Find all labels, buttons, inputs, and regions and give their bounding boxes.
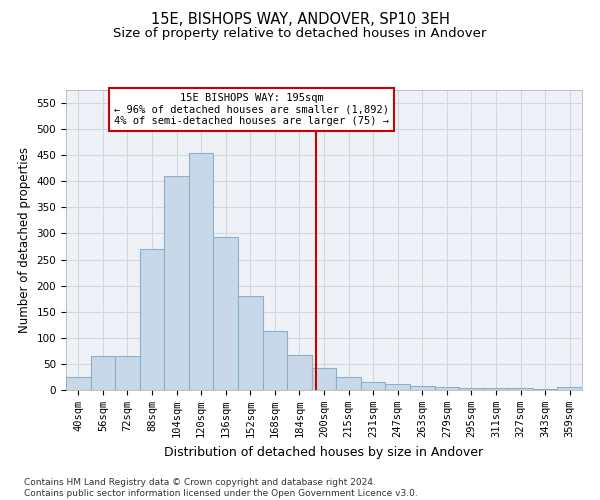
Y-axis label: Number of detached properties: Number of detached properties bbox=[18, 147, 31, 333]
Bar bbox=[434, 388, 459, 390]
X-axis label: Distribution of detached houses by size in Andover: Distribution of detached houses by size … bbox=[164, 446, 484, 458]
Bar bbox=[484, 388, 508, 390]
Bar bbox=[533, 389, 557, 390]
Text: 15E BISHOPS WAY: 195sqm
← 96% of detached houses are smaller (1,892)
4% of semi-: 15E BISHOPS WAY: 195sqm ← 96% of detache… bbox=[114, 93, 389, 126]
Bar bbox=[238, 296, 263, 390]
Bar bbox=[336, 377, 361, 390]
Bar bbox=[214, 237, 238, 390]
Text: Size of property relative to detached houses in Andover: Size of property relative to detached ho… bbox=[113, 28, 487, 40]
Bar bbox=[410, 386, 434, 390]
Bar bbox=[115, 356, 140, 390]
Bar bbox=[164, 176, 189, 390]
Text: Contains HM Land Registry data © Crown copyright and database right 2024.
Contai: Contains HM Land Registry data © Crown c… bbox=[24, 478, 418, 498]
Bar bbox=[459, 388, 484, 390]
Bar bbox=[508, 388, 533, 390]
Bar bbox=[140, 249, 164, 390]
Bar bbox=[189, 152, 214, 390]
Bar bbox=[557, 388, 582, 390]
Text: 15E, BISHOPS WAY, ANDOVER, SP10 3EH: 15E, BISHOPS WAY, ANDOVER, SP10 3EH bbox=[151, 12, 449, 28]
Bar bbox=[361, 382, 385, 390]
Bar bbox=[312, 368, 336, 390]
Bar bbox=[66, 377, 91, 390]
Bar bbox=[263, 331, 287, 390]
Bar bbox=[91, 356, 115, 390]
Bar bbox=[287, 354, 312, 390]
Bar bbox=[385, 384, 410, 390]
